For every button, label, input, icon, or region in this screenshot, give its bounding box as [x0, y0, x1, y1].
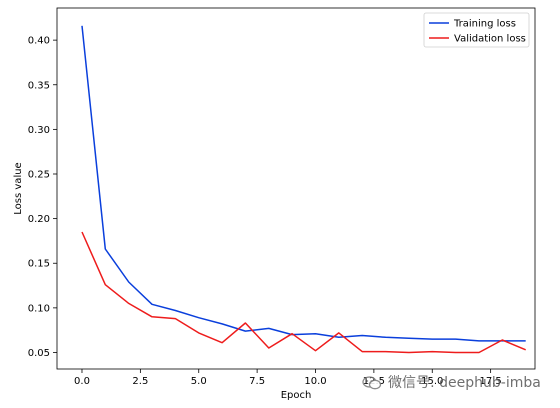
y-tick-label: 0.15: [28, 259, 50, 270]
y-axis-label: Loss value: [13, 162, 24, 214]
watermark-text: 微信号: deephub-imba: [388, 375, 541, 391]
y-tick-label: 0.25: [28, 169, 50, 180]
x-tick-label: 5.0: [191, 376, 207, 387]
y-tick-label: 0.40: [28, 36, 50, 47]
y-tick-label: 0.10: [28, 303, 50, 314]
x-axis-label: Epoch: [281, 390, 312, 401]
legend: Training loss Validation loss: [423, 12, 530, 48]
y-tick-label: 0.30: [28, 125, 50, 136]
plot-lines: [81, 25, 526, 354]
legend-entry: Validation loss: [454, 34, 526, 45]
watermark: 微信号: deephub-imba: [362, 372, 541, 392]
y-axis: 0.05 0.10 0.15 0.20 0.25 0.30 0.35 0.40: [28, 36, 57, 359]
x-tick-label: 17.5: [479, 376, 501, 387]
plot-frame: [56, 7, 536, 370]
x-tick-label: 7.5: [249, 376, 265, 387]
y-tick-label: 0.05: [28, 348, 50, 359]
legend-entry: Training loss: [453, 19, 516, 30]
x-tick-label: 2.5: [132, 376, 148, 387]
y-tick-label: 0.20: [28, 214, 50, 225]
x-tick-label: 0.0: [74, 376, 90, 387]
legend-box: [423, 12, 530, 48]
y-tick-label: 0.35: [28, 80, 50, 91]
series-line-training: [81, 25, 526, 342]
series-line-validation: [81, 231, 526, 354]
x-tick-label: 10.0: [304, 376, 326, 387]
x-tick-label: 15.0: [421, 376, 443, 387]
wechat-icon: [362, 376, 382, 390]
